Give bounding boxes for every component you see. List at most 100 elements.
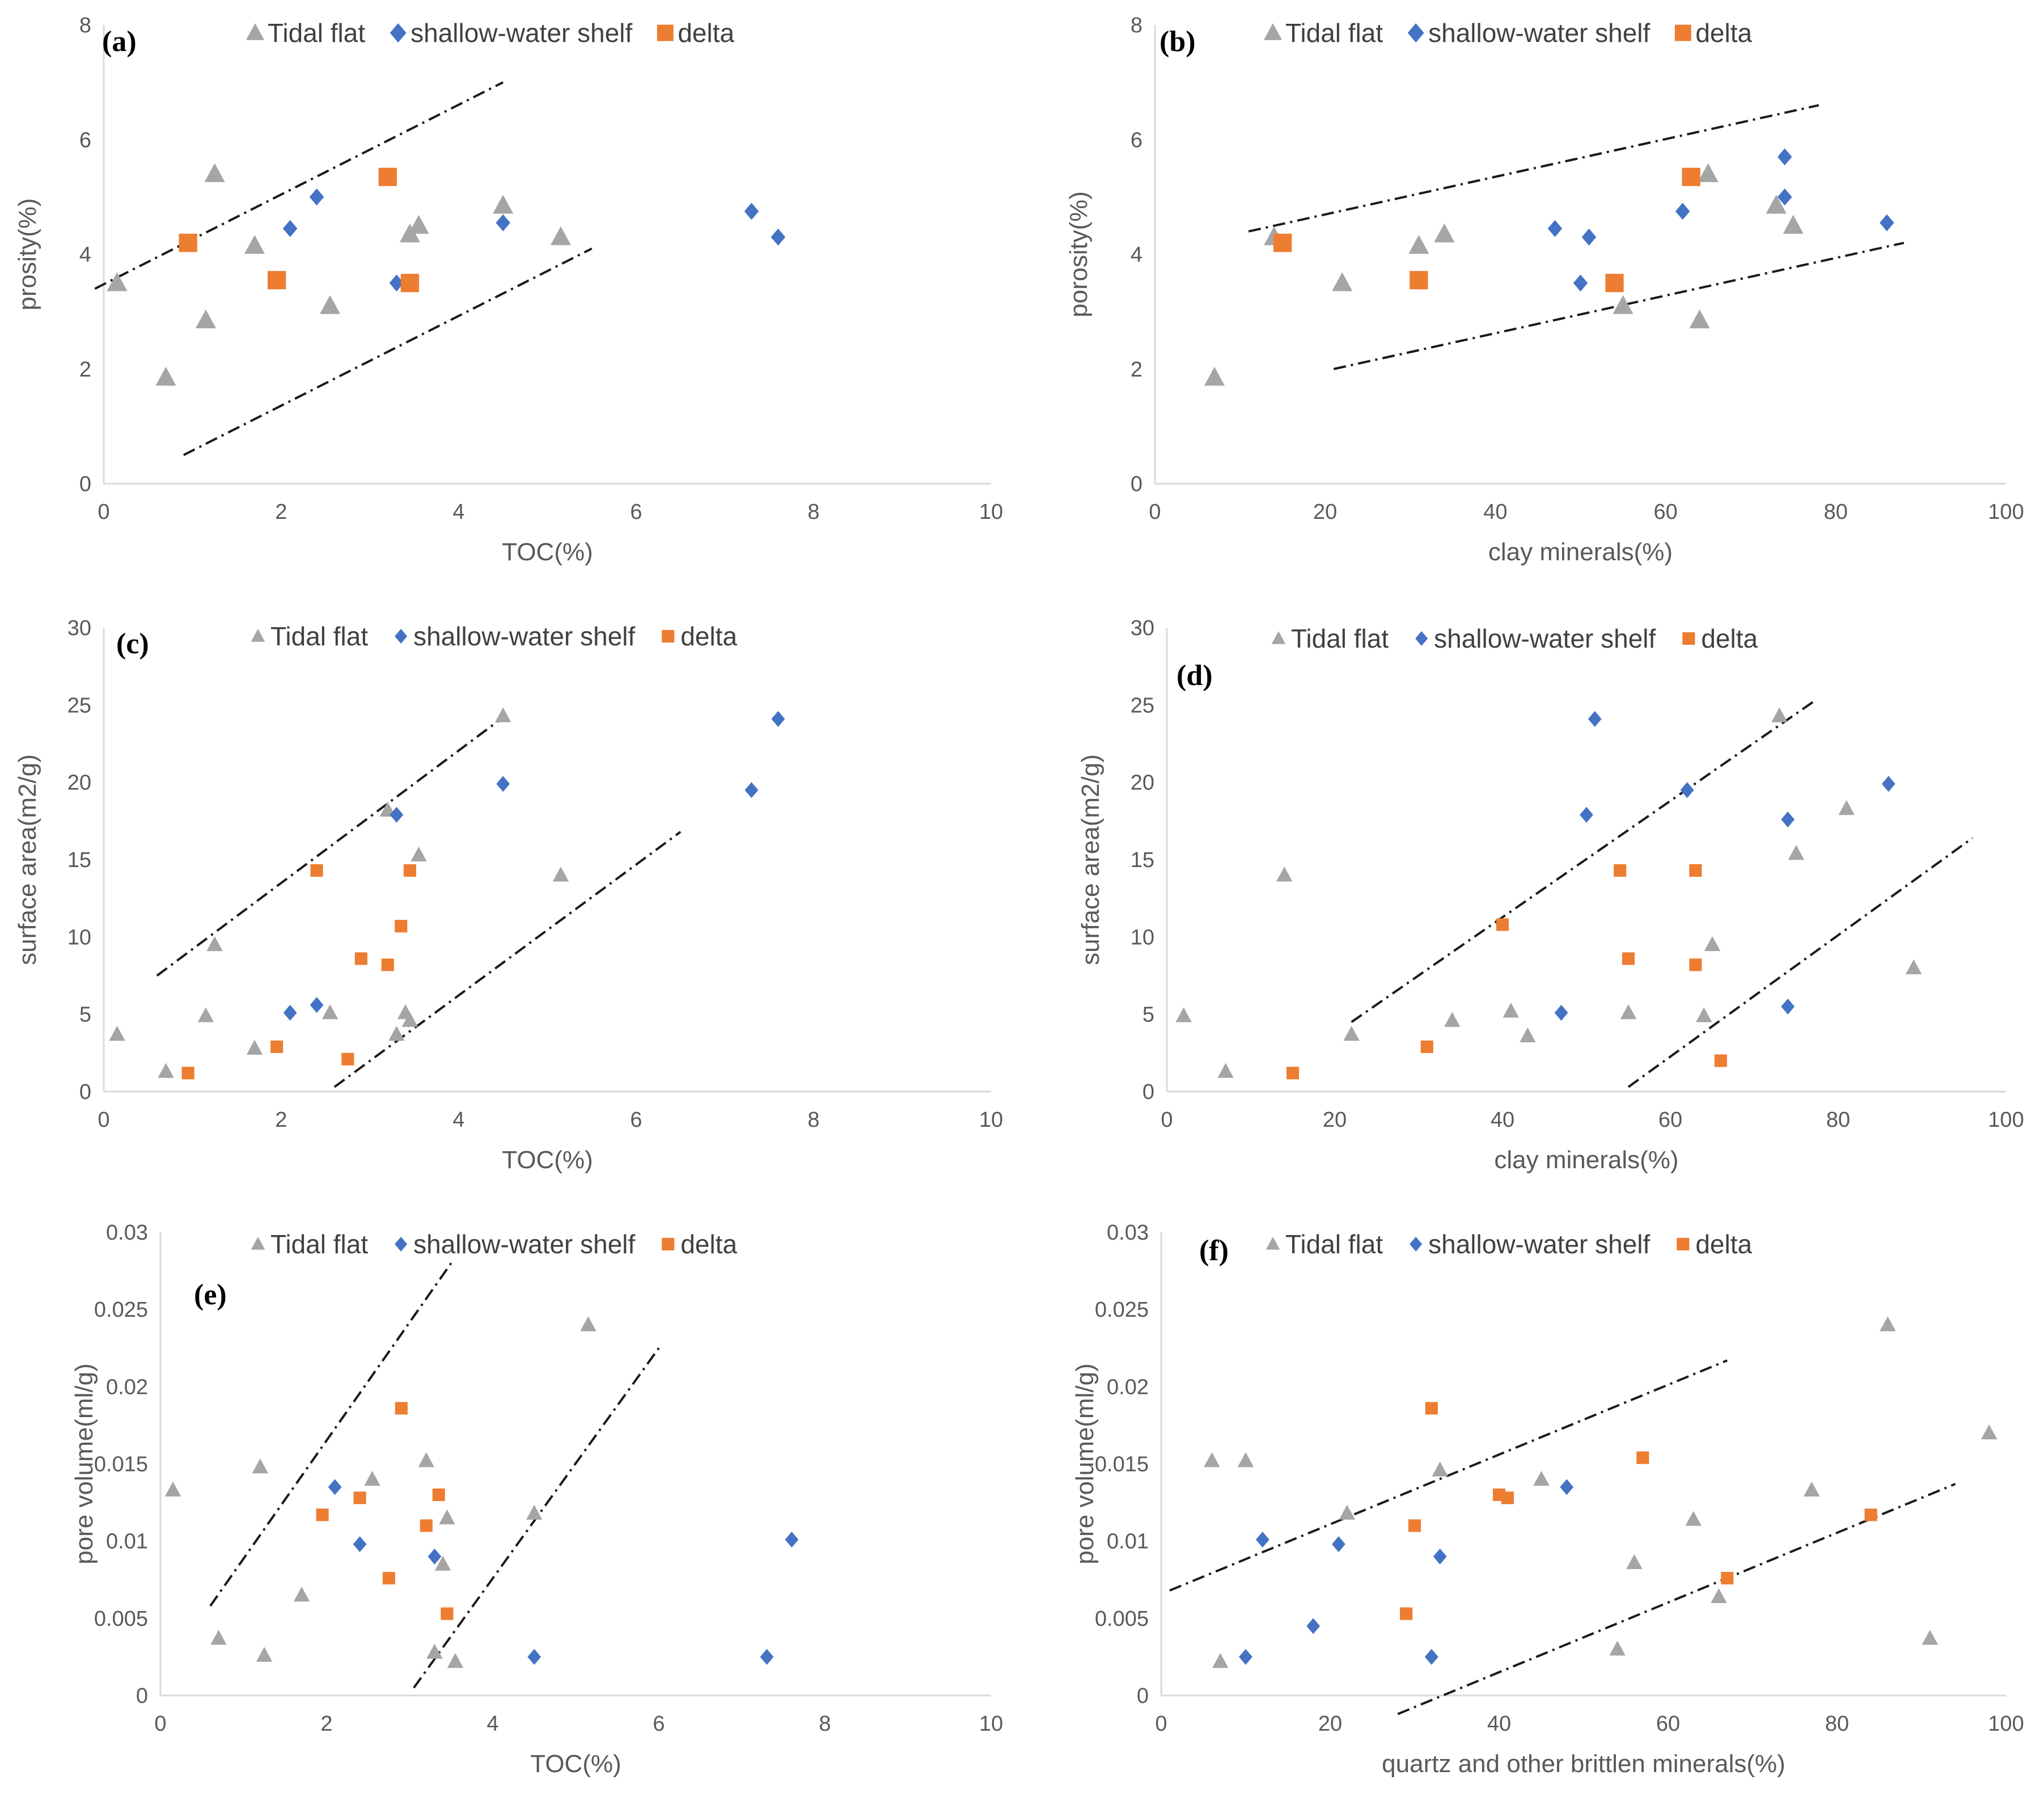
shallow-water-shelf-point [390,806,404,823]
x-tick-label: 80 [1824,500,1848,524]
y-tick-label: 25 [1131,694,1154,717]
chart-panel-a: 0 2 4 6 8 0 2 4 6 8 10 TOC(%) prosity(%) (a) Tidal fla… [14,14,1003,566]
y-tick-label: 4 [79,243,91,267]
tidal-flat-point [1432,1461,1448,1477]
delta-point [316,1508,329,1521]
delta-point [354,952,367,965]
tidal-flat-point [1332,272,1353,291]
tidal-flat-point [206,936,223,952]
tidal-flat-point [434,1555,451,1571]
delta-point [1286,1067,1300,1080]
shallow-water-shelf-point [527,1648,541,1665]
legend-item-delta: delta [657,18,734,48]
legend: Tidal flat shallow-water shelf delta [246,18,734,48]
tidal-flat-point [1695,1007,1712,1022]
x-tick-label: 8 [819,1712,831,1736]
tidal-flat-point [411,846,427,862]
x-tick-label: 60 [1653,500,1677,524]
legend-label-shallow-water-shelf: shallow-water shelf [1428,18,1650,48]
panel-label: (d) [1177,659,1213,692]
shallow-water-shelf-point [1554,1004,1568,1021]
y-tick-label: 6 [79,128,91,152]
delta-point [1273,234,1292,252]
legend-label-delta: delta [1701,624,1758,653]
tidal-flat-point [1766,195,1787,214]
x-tick-label: 2 [275,1108,287,1132]
legend: Tidal flat shallow-water shelf delta [1266,1229,1752,1259]
shallow-water-shelf-point [282,219,298,237]
trend-line [183,247,593,456]
legend-label-tidal-flat: Tidal flat [1291,624,1389,653]
delta-point [268,270,286,290]
x-tick-label: 10 [979,500,1003,524]
legend-marker-shallow-water-shelf [1407,23,1424,43]
tidal-flat-point [204,163,225,183]
legend-marker-tidal-flat [1271,631,1286,644]
x-tick-label: 4 [452,1108,464,1132]
tidal-flat-point [244,235,265,254]
legend: Tidal flat shallow-water shelf delta [251,622,737,651]
tidal-flat-point [493,195,514,214]
tidal-flat-point [155,366,176,386]
tidal-flat-point [1788,845,1805,860]
y-tick-label: 4 [1131,243,1142,267]
delta-point [1689,958,1702,971]
x-axis-title: clay minerals(%) [1488,538,1673,566]
x-tick-label: 60 [1656,1712,1680,1736]
legend-marker-delta [1674,24,1691,41]
x-tick-label: 10 [979,1108,1003,1132]
tidal-flat-point [426,1643,443,1659]
y-axis-title: pore volume(ml/g) [70,1363,98,1565]
tidal-flat-point [1204,366,1225,386]
y-tick-label: 8 [1131,14,1142,37]
chart-panel-d: 0 5 10 15 20 25 30 0 20 40 60 80 100 clay minerals(%)… [1077,616,2024,1174]
delta-point [1410,270,1428,290]
shallow-water-shelf-point [744,202,759,220]
y-tick-label: 0 [1137,1684,1149,1708]
y-tick-label: 5 [1142,1003,1154,1027]
legend-label-shallow-water-shelf: shallow-water shelf [1428,1229,1650,1259]
delta-point [382,1571,395,1585]
tidal-flat-point [552,866,569,882]
panel-label: (f) [1199,1235,1229,1267]
delta-point [1636,1451,1649,1464]
delta-point [1714,1054,1727,1067]
shallow-water-shelf-point [1560,1479,1574,1495]
panel-label: (e) [194,1279,227,1311]
legend-item-shallow-water-shelf: shallow-water shelf [1407,18,1651,48]
y-tick-label: 0 [1142,1080,1154,1104]
legend-label-shallow-water-shelf: shallow-water shelf [413,622,635,651]
y-tick-label: 0 [136,1684,148,1708]
shallow-water-shelf-point [1580,806,1593,823]
y-tick-label: 15 [67,848,91,872]
x-axis-title: clay minerals(%) [1494,1146,1678,1174]
legend-label-tidal-flat: Tidal flat [270,622,368,651]
shallow-water-shelf-point [310,997,324,1013]
tidal-flat-point [1698,163,1719,183]
y-tick-label: 30 [67,616,91,640]
tidal-flat-point [1620,1004,1637,1020]
x-tick-label: 6 [630,500,642,524]
shallow-water-shelf-point [771,711,785,727]
legend-item-tidal-flat: Tidal flat [1263,18,1383,48]
x-tick-label: 0 [1149,500,1161,524]
shallow-water-shelf-point [1433,1548,1447,1565]
legend: Tidal flat shallow-water shelf delta [1271,624,1758,653]
legend-marker-delta [657,24,674,41]
legend-label-delta: delta [680,1229,737,1259]
chart-panel-c: 0 5 10 15 20 25 30 0 2 4 6 8 10 TOC(%) surface area(m2… [14,616,1003,1174]
tidal-flat-point [1905,959,1922,975]
legend-label-shallow-water-shelf: shallow-water shelf [411,18,632,48]
legend-item-delta: delta [1674,18,1752,48]
legend-label-shallow-water-shelf: shallow-water shelf [1434,624,1656,653]
tidal-flat-point [439,1509,455,1525]
y-tick-label: 20 [67,771,91,795]
tidal-flat-point [109,1026,125,1041]
shallow-water-shelf-point [1306,1618,1321,1634]
tidal-flat-point [1175,1007,1192,1022]
trend-line [1248,104,1819,233]
y-tick-label: 15 [1131,848,1154,872]
legend-marker-delta [662,629,675,643]
tidal-flat-point [364,1470,380,1486]
